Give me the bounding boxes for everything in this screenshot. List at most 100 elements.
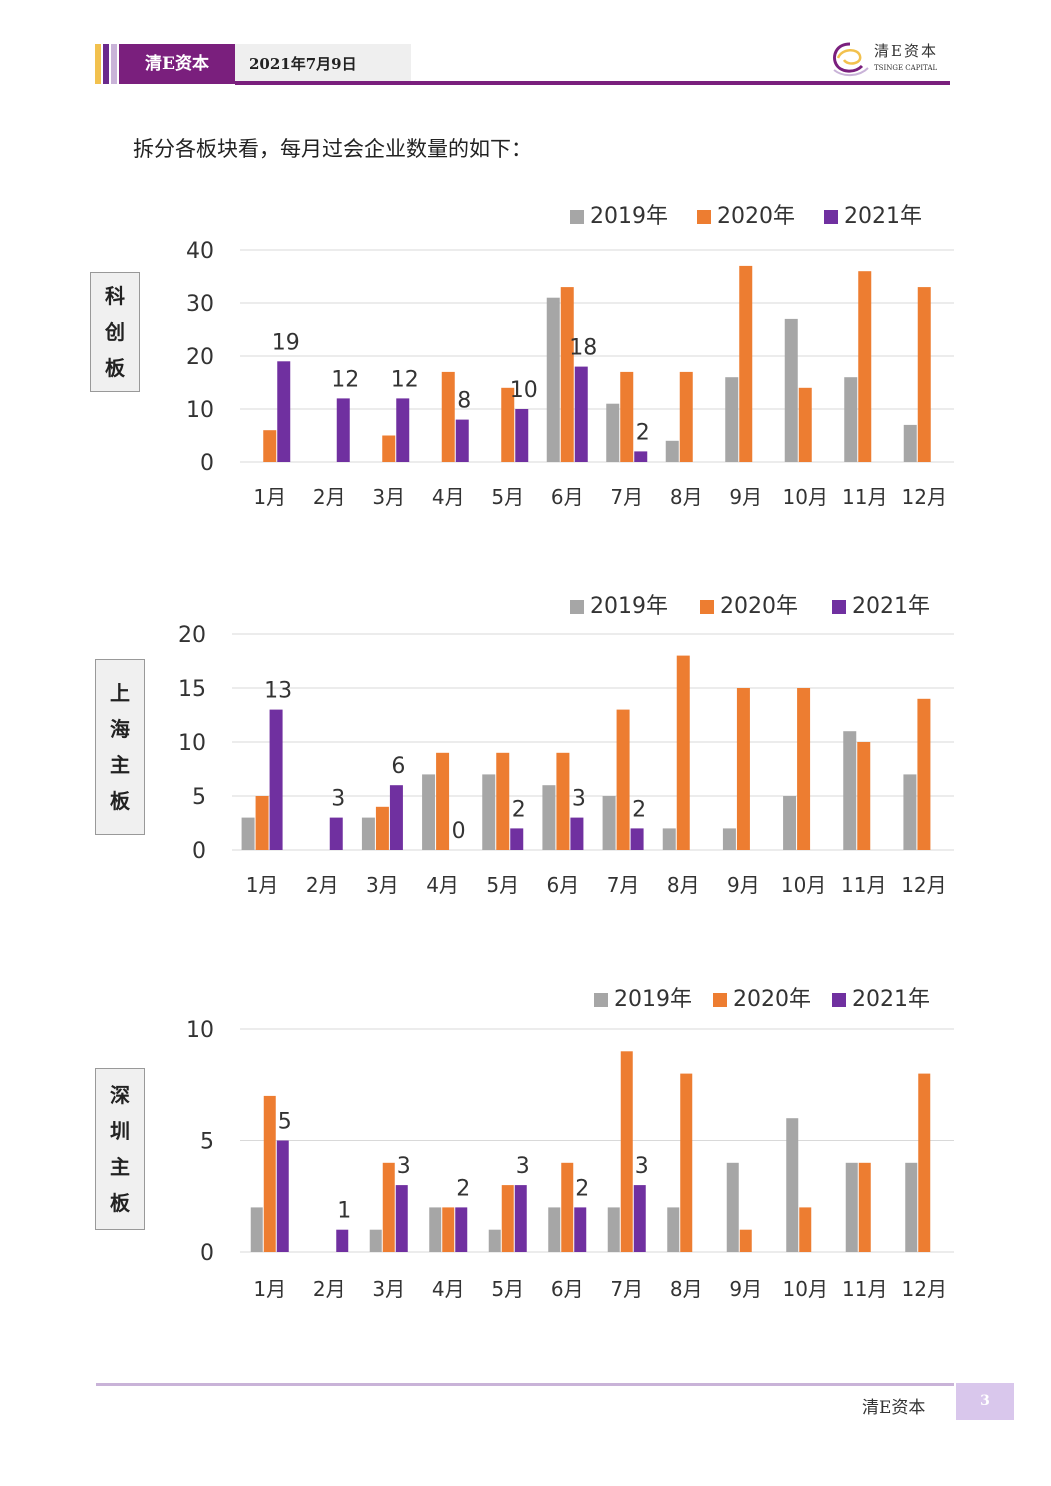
legend-swatch xyxy=(570,210,584,224)
bar-2019年 xyxy=(786,1118,799,1252)
footer-rule xyxy=(96,1383,954,1386)
logo-subtitle: TSINGE CAPITAL xyxy=(874,64,938,72)
header-stripe-purple xyxy=(103,44,109,84)
data-label: 19 xyxy=(272,330,300,355)
bar-2019年 xyxy=(488,1229,501,1252)
bar-2019年 xyxy=(845,1162,858,1252)
bar-2021年 xyxy=(634,451,648,462)
bar-2019年 xyxy=(422,774,436,850)
y-tick-label: 0 xyxy=(192,839,206,864)
company-logo: 清E资本 TSINGE CAPITAL xyxy=(828,38,950,80)
bar-2020年 xyxy=(676,655,690,850)
bar-2019年 xyxy=(361,817,375,850)
data-label: 12 xyxy=(391,367,419,392)
bar-2020年 xyxy=(556,752,570,850)
bar-2021年 xyxy=(455,419,469,462)
bar-2020年 xyxy=(799,1207,812,1252)
bar-2020年 xyxy=(496,752,510,850)
bar-2021年 xyxy=(269,709,283,850)
bar-2020年 xyxy=(441,371,455,462)
bar-2019年 xyxy=(905,1162,918,1252)
bar-2020年 xyxy=(501,387,515,462)
board-char: 主 xyxy=(110,1155,130,1179)
data-label: 2 xyxy=(636,420,650,445)
x-tick-label: 2月 xyxy=(313,485,346,509)
data-label: 5 xyxy=(278,1110,292,1135)
chart-shenzhen-main: 0 5 10 2019年 2020年 2021年 1月 2月 3月 4月 5月 6月 7月 8月 9月 10月… xyxy=(186,987,954,1301)
x-tick-label: 7月 xyxy=(607,873,640,897)
chart-star-market: 0 10 20 30 40 2019年 2020年 2021年 1月 2月 3月 4月 5月 6月 7月 8月… xyxy=(186,204,954,509)
x-tick-label: 6月 xyxy=(551,1277,584,1301)
x-tick-label: 10月 xyxy=(783,1277,828,1301)
x-tick-label: 6月 xyxy=(547,873,580,897)
bar-2020年 xyxy=(263,1095,276,1252)
bar-2019年 xyxy=(725,377,739,462)
y-tick-label: 10 xyxy=(178,731,206,756)
bar-2019年 xyxy=(667,1207,680,1252)
y-tick-label: 5 xyxy=(192,785,206,810)
board-char: 上 xyxy=(110,681,130,705)
bar-2020年 xyxy=(442,1207,455,1252)
x-tick-label: 1月 xyxy=(253,1277,286,1301)
x-tick-label: 12月 xyxy=(902,485,947,509)
data-label: 3 xyxy=(572,787,586,812)
data-label: 8 xyxy=(457,389,471,414)
x-tick-label: 3月 xyxy=(366,873,399,897)
legend-swatch xyxy=(570,600,584,614)
data-label: 2 xyxy=(575,1176,589,1201)
bar-2020年 xyxy=(739,265,753,462)
bar-2019年 xyxy=(607,1207,620,1252)
bar-2019年 xyxy=(542,785,556,850)
header-rule xyxy=(235,81,950,85)
bar-2020年 xyxy=(375,806,389,850)
x-tick-label: 5月 xyxy=(486,873,519,897)
data-label: 2 xyxy=(512,797,526,822)
board-char: 深 xyxy=(110,1083,130,1107)
data-label: 18 xyxy=(569,336,597,361)
bar-2020年 xyxy=(680,1073,693,1252)
logo-name: 清E资本 xyxy=(874,42,938,60)
x-tick-label: 3月 xyxy=(372,1277,405,1301)
bar-2020年 xyxy=(382,435,396,462)
legend-swatch xyxy=(594,993,608,1007)
page-header: 清E资本 2021年7月9日 xyxy=(95,44,950,86)
bar-2019年 xyxy=(844,377,858,462)
x-tick-label: 11月 xyxy=(842,1277,887,1301)
bar-2021年 xyxy=(514,1185,527,1252)
bar-2021年 xyxy=(336,1229,349,1252)
bar-2019年 xyxy=(665,440,679,462)
bar-2019年 xyxy=(369,1229,382,1252)
bar-2019年 xyxy=(602,796,616,850)
data-label: 3 xyxy=(516,1154,530,1179)
bar-2021年 xyxy=(570,817,584,850)
bar-2020年 xyxy=(798,387,812,462)
bar-2020年 xyxy=(917,698,931,850)
bar-2020年 xyxy=(917,287,931,462)
bar-2021年 xyxy=(574,1207,587,1252)
bar-2019年 xyxy=(606,403,620,462)
x-tick-label: 7月 xyxy=(610,1277,643,1301)
header-stripe-lilac xyxy=(111,44,117,84)
bar-2020年 xyxy=(616,709,630,850)
bar-2021年 xyxy=(510,828,524,850)
y-tick-label: 15 xyxy=(178,677,206,702)
x-tick-label: 6月 xyxy=(551,485,584,509)
header-stripe-yellow xyxy=(95,44,101,84)
page-number: 3 xyxy=(956,1383,1014,1420)
bar-2021年 xyxy=(329,817,343,850)
bar-2020年 xyxy=(436,752,450,850)
bar-2019年 xyxy=(662,828,676,850)
data-label: 2 xyxy=(456,1176,470,1201)
legend-swatch xyxy=(713,993,727,1007)
footer-brand: 清E资本 xyxy=(862,1398,926,1418)
bar-2020年 xyxy=(858,1162,871,1252)
bar-2021年 xyxy=(455,1207,468,1252)
y-tick-label: 20 xyxy=(178,623,206,648)
bar-2019年 xyxy=(784,318,798,462)
board-char: 科 xyxy=(105,284,125,308)
x-tick-label: 2月 xyxy=(306,873,339,897)
bar-2019年 xyxy=(783,796,797,850)
y-tick-label: 20 xyxy=(186,345,214,370)
x-tick-label: 3月 xyxy=(372,485,405,509)
bar-2020年 xyxy=(736,688,750,850)
